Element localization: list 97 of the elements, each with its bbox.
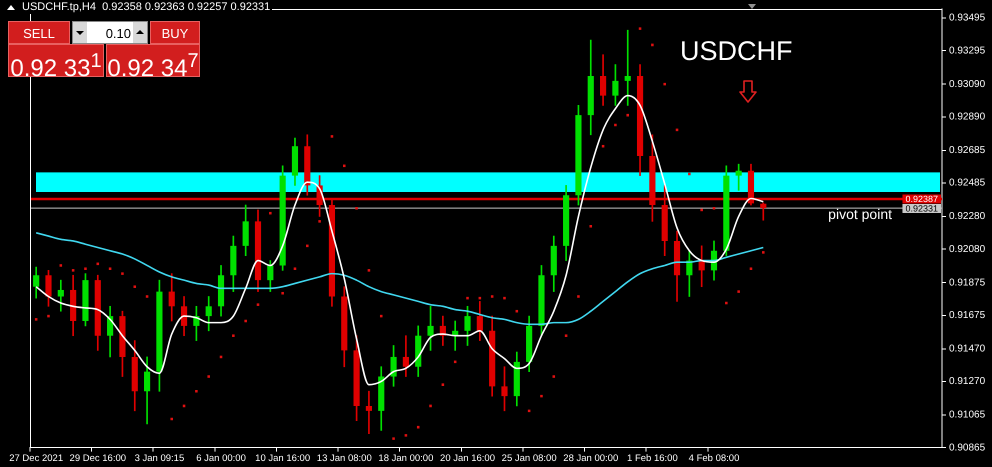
- point: [712, 207, 716, 210]
- point: [552, 375, 556, 378]
- point: [60, 264, 62, 267]
- point: [269, 212, 272, 214]
- point: [256, 303, 260, 306]
- x-tick-label: 27 Dec 2021: [9, 452, 64, 464]
- y-tick-label: 0.92485: [949, 178, 986, 189]
- y-tick-label: 0.93295: [949, 45, 986, 56]
- point: [663, 82, 666, 86]
- x-tick-label: 20 Jan 16:00: [440, 452, 495, 464]
- y-tick-label: 0.91270: [949, 376, 986, 388]
- point: [614, 124, 617, 126]
- point: [96, 262, 100, 266]
- x-tick-label: 1 Feb 16:00: [627, 452, 678, 464]
- y-tick-label: 0.92685: [949, 145, 986, 156]
- point: [750, 267, 752, 270]
- point: [478, 296, 482, 300]
- point: [121, 272, 124, 275]
- point: [34, 318, 38, 321]
- x-tick-label: 28 Jan 00:00: [563, 452, 618, 464]
- y-tick-label: 0.91065: [949, 410, 986, 421]
- y-tick-label: 0.92080: [949, 244, 986, 255]
- point: [170, 418, 174, 420]
- point: [528, 410, 530, 412]
- point: [762, 251, 765, 254]
- y-tick-label: 0.91675: [949, 310, 986, 322]
- y-tick-label: 0.93495: [949, 12, 986, 24]
- point: [688, 172, 691, 176]
- point: [638, 27, 642, 30]
- candlestick: [501, 366, 508, 412]
- point: [72, 269, 74, 272]
- x-tick-label: 25 Jan 08:00: [502, 452, 557, 464]
- point: [466, 296, 469, 300]
- point: [355, 207, 358, 210]
- x-tick-label: 4 Feb 08:00: [688, 452, 740, 464]
- x-tick-label: 3 Jan 09:15: [134, 452, 184, 464]
- point: [564, 334, 568, 337]
- point: [195, 390, 198, 393]
- y-tick-label: 0.91470: [949, 344, 986, 355]
- x-tick-label: 13 Jan 08:00: [316, 452, 372, 464]
- point: [281, 292, 284, 295]
- point: [146, 295, 148, 298]
- point: [182, 404, 186, 408]
- point: [133, 285, 136, 288]
- point: [404, 434, 408, 437]
- point: [700, 208, 703, 212]
- x-tick-label: 10 Jan 16:00: [255, 452, 310, 464]
- text: USDCHF: [680, 36, 792, 67]
- lot-size-field: 0.10: [72, 21, 148, 44]
- point: [516, 310, 518, 312]
- buy-button: BUY: [150, 21, 200, 44]
- annotation: pivot point: [828, 206, 892, 222]
- point: [84, 267, 87, 270]
- x-tick-label: 18 Jan 00:00: [378, 452, 434, 464]
- ref-line-label: 0.92387: [905, 194, 938, 204]
- point: [442, 383, 444, 386]
- point: [207, 375, 210, 378]
- point: [540, 394, 543, 398]
- x-tick-label: 6 Jan 00:00: [196, 452, 246, 464]
- point: [330, 135, 334, 138]
- point: [589, 224, 592, 228]
- point: [454, 360, 456, 364]
- point: [416, 426, 420, 428]
- point: [626, 114, 630, 116]
- point: [577, 295, 580, 298]
- point: [429, 404, 432, 408]
- point: [108, 267, 112, 270]
- point: [725, 302, 728, 304]
- point: [318, 220, 321, 223]
- y-tick-label: 0.92280: [949, 211, 986, 222]
- sell-price-button: 0.92 33$^{1}$: [8, 44, 104, 77]
- y-tick-label: 0.91875: [949, 277, 986, 288]
- sell-button: SELL: [8, 21, 70, 44]
- buy-price-button: 0.92 34$^{7}$: [106, 44, 200, 77]
- y-tick-label: 0.90865: [949, 442, 986, 454]
- x-tick-label: 29 Dec 16:00: [70, 452, 126, 464]
- point: [368, 269, 370, 272]
- point: [232, 334, 235, 337]
- point: [602, 144, 604, 148]
- point: [503, 296, 506, 300]
- chart-subtitle: USDCHF.tp,H4 0.92358 0.92363 0.92257 0.92331: [22, 1, 272, 14]
- line-series: [35, 232, 764, 326]
- point: [244, 320, 247, 322]
- point: [343, 164, 346, 168]
- point: [490, 295, 494, 298]
- point: [220, 356, 222, 358]
- point: [737, 290, 740, 293]
- point: [392, 437, 395, 440]
- point: [380, 314, 383, 318]
- ref-line-label: 0.92331: [905, 203, 938, 214]
- point: [47, 314, 50, 318]
- y-tick-label: 0.92890: [949, 112, 986, 123]
- point: [676, 128, 678, 132]
- point: [306, 244, 309, 248]
- y-tick-label: 0.93090: [949, 78, 986, 90]
- point: [651, 44, 654, 46]
- point: [294, 267, 296, 270]
